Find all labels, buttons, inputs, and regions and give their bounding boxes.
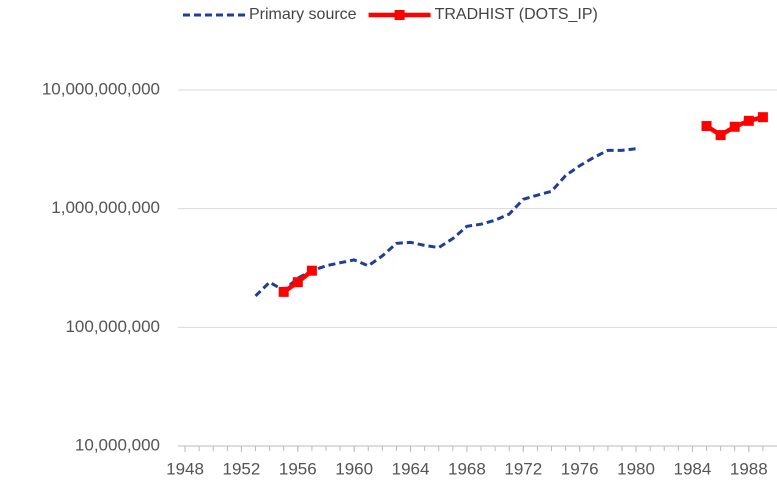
series-marker bbox=[757, 112, 768, 123]
y-tick-label: 10,000,000,000 bbox=[42, 79, 160, 98]
x-tick-label: 1964 bbox=[392, 459, 430, 478]
series-marker bbox=[292, 277, 303, 288]
series-marker bbox=[306, 265, 317, 276]
legend-label: Primary source bbox=[249, 6, 357, 23]
x-tick-label: 1948 bbox=[166, 459, 204, 478]
series-line bbox=[254, 147, 637, 297]
x-tick-label: 1972 bbox=[504, 459, 542, 478]
y-tick-label: 100,000,000 bbox=[65, 317, 160, 336]
x-tick-label: 1952 bbox=[223, 459, 261, 478]
series-marker bbox=[278, 286, 289, 297]
x-tick-label: 1976 bbox=[561, 459, 599, 478]
x-tick-label: 1960 bbox=[335, 459, 373, 478]
y-tick-label: 10,000,000 bbox=[75, 435, 160, 454]
x-tick-label: 1956 bbox=[279, 459, 317, 478]
series-marker bbox=[715, 130, 726, 141]
x-tick-label: 1968 bbox=[448, 459, 486, 478]
x-tick-label: 1988 bbox=[730, 459, 768, 478]
y-tick-label: 1,000,000,000 bbox=[51, 198, 160, 217]
series-marker bbox=[701, 121, 712, 132]
x-tick-label: 1984 bbox=[674, 459, 712, 478]
series-marker bbox=[729, 121, 740, 132]
legend-label: TRADHIST (DOTS_IP) bbox=[435, 6, 598, 23]
x-tick-label: 1980 bbox=[617, 459, 655, 478]
legend-marker bbox=[394, 10, 405, 20]
series-marker bbox=[743, 115, 754, 126]
